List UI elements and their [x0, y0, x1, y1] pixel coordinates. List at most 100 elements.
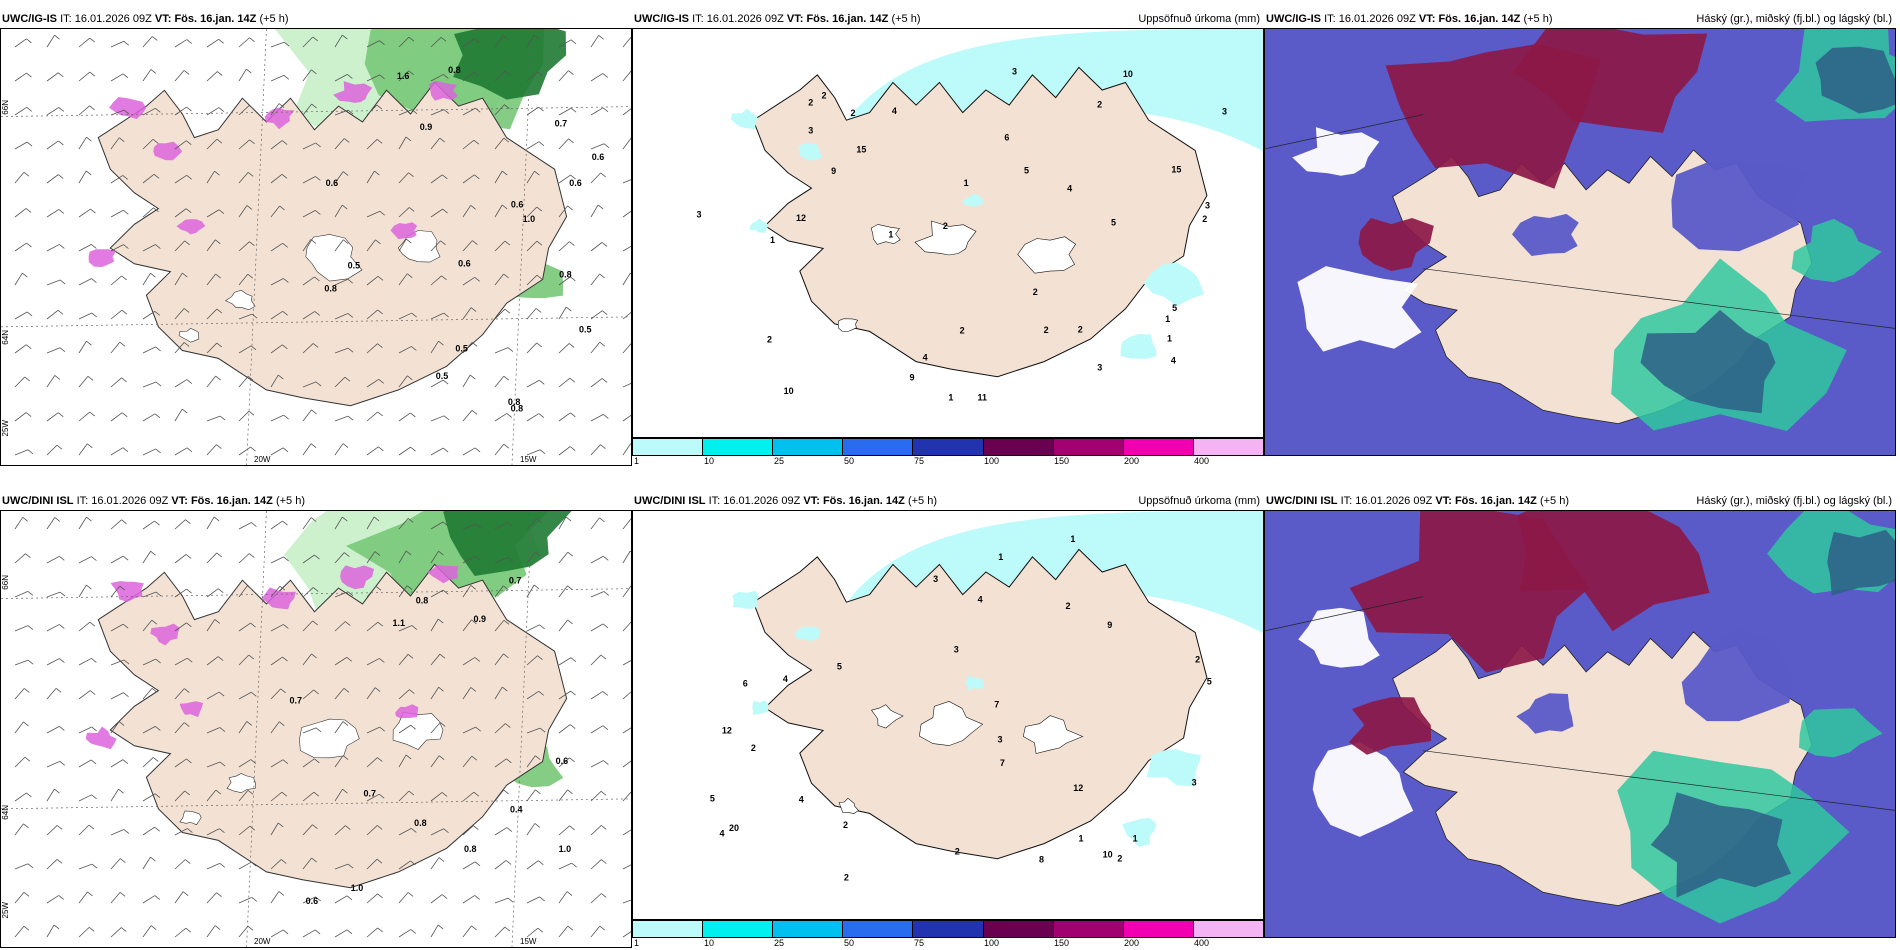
wind-map[interactable]: 0.5 0.8 0.7 0.6 0.9 0.8 0.6 0.5 0.6 0.5 0.8 0.6 1.0 0… — [0, 28, 632, 466]
wind-map[interactable]: 0.8 0.8 1.0 0.7 0.6 0.7 0.6 0.9 1.0 0.8 1.1 0.7 0.4 — [0, 510, 632, 948]
lead-time: (+5 h) — [275, 495, 305, 507]
panel-ig-precip: UWC/IG-IS IT: 16.01.2026 09Z VT: Fös. 16… — [632, 10, 1264, 466]
wind-barb — [270, 374, 284, 388]
wind-barb — [558, 585, 573, 598]
wind-barb — [110, 341, 126, 354]
precip-value-label: 11 — [978, 393, 988, 403]
precip-area — [964, 675, 985, 691]
snow-area — [428, 80, 458, 101]
precip-value-label: 3 — [933, 574, 938, 584]
wind-barb — [238, 241, 255, 252]
wind-barb — [174, 891, 189, 904]
wind-barb — [334, 171, 349, 184]
wind-barb — [526, 413, 545, 422]
wind-barb — [142, 520, 160, 530]
wind-barb — [110, 209, 129, 218]
wind-barb — [462, 71, 480, 82]
wind-barb — [558, 690, 576, 700]
wind-barb — [398, 892, 414, 904]
wind-barb — [206, 892, 222, 904]
wind-barb — [622, 137, 631, 150]
wind-barb — [142, 381, 162, 388]
lat-label-64n: 64N — [1, 805, 10, 820]
wind-barb — [590, 242, 608, 252]
snow-area — [85, 726, 117, 750]
colorbar-cell — [983, 439, 1054, 455]
precip-value-label: 3 — [1222, 106, 1227, 116]
wind-barb — [14, 171, 30, 184]
wind-barb — [622, 343, 631, 354]
precip-area — [795, 626, 821, 642]
wind-barb — [462, 825, 479, 836]
snow-area — [88, 249, 116, 267]
wind-barb — [206, 619, 221, 632]
grid-line — [1422, 750, 1895, 811]
wind-barb — [430, 208, 448, 218]
mid-cloud-area — [1348, 697, 1431, 755]
wind-barb — [174, 688, 190, 700]
wind-barb — [110, 244, 129, 252]
wind-barb — [206, 71, 223, 82]
valid-time: Fös. 16.jan. 14Z — [806, 13, 889, 25]
wind-barb — [558, 241, 575, 252]
init-time: 16.01.2026 09Z — [1355, 495, 1433, 507]
wind-barb — [270, 891, 285, 904]
wind-barb — [462, 342, 478, 354]
wind-barb — [206, 828, 225, 836]
snow-area — [333, 81, 373, 103]
wind-barb — [78, 658, 97, 666]
cloud-area — [1681, 628, 1793, 722]
wind-barb — [174, 208, 192, 218]
wind-barb — [206, 209, 225, 218]
precip-map[interactable]: 4 2 12 20 7 12 3 4 2 3 2 1 5 2 1 2 4 3 2 6 8 10 7 5 1 1 9 5 4 2 3 — [632, 510, 1264, 920]
colorbar-cell — [773, 439, 844, 455]
cloud-map[interactable] — [1264, 510, 1896, 938]
wind-barb — [462, 791, 480, 802]
wind-barb — [46, 760, 66, 768]
wind-barb — [270, 624, 289, 632]
wind-barb — [494, 308, 511, 320]
wind-barb — [270, 311, 288, 320]
wind-barb — [430, 447, 449, 456]
wind-barb — [462, 585, 476, 598]
wind-barb — [110, 73, 129, 82]
colorbar-tick: 200 — [1124, 938, 1140, 948]
precip-value-label: 2 — [843, 820, 848, 830]
wind-barb — [110, 109, 130, 116]
wind-barb — [302, 142, 321, 150]
wind-barb — [206, 342, 223, 354]
precip-area — [752, 700, 769, 716]
wind-barb — [78, 824, 95, 836]
wind-barb — [238, 585, 253, 598]
snow-area — [390, 222, 418, 240]
panel-title: UWC/DINI ISL IT: 16.01.2026 09Z VT: Fös.… — [1264, 492, 1896, 510]
precip-area — [1143, 262, 1204, 307]
precip-value-label: 1 — [1133, 834, 1138, 844]
cloud-map[interactable] — [1264, 28, 1896, 456]
colorbar-tick: 150 — [1054, 938, 1070, 948]
precip-value-label: 4 — [923, 353, 928, 363]
wind-barb — [334, 516, 348, 530]
parallel-line — [1, 588, 631, 599]
wind-barb — [206, 375, 221, 388]
lon-label-15w: 15W — [520, 937, 537, 946]
glacier — [305, 234, 363, 282]
wind-barb — [174, 342, 190, 354]
panel-title: UWC/DINI ISL IT: 16.01.2026 09Z VT: Fös.… — [632, 492, 1264, 510]
wind-barb — [334, 591, 354, 598]
wind-barb — [174, 140, 192, 150]
wind-barb — [46, 444, 63, 456]
precip-area — [453, 29, 567, 100]
panel-ig-cloud: UWC/IG-IS IT: 16.01.2026 09Z VT: Fös. 16… — [1264, 10, 1896, 465]
wind-barb — [46, 591, 66, 598]
wind-barb — [14, 72, 32, 82]
wind-barb — [302, 239, 317, 252]
wind-barb — [142, 550, 156, 564]
wind-barb — [174, 828, 193, 836]
precip-map[interactable]: 2 12 15 4 4 3 15 10 11 5 9 10 4 3 2 1 1 3 2 2 1 1 2 2 4 9 5 2 2 1 3 2 2 5… — [632, 28, 1264, 438]
precip-value-label: 1 — [1070, 534, 1075, 544]
wind-barb — [334, 552, 350, 564]
wind-barb — [622, 585, 631, 598]
valid-time: Fös. 16.jan. 14Z — [822, 495, 905, 507]
wind-barb — [110, 137, 125, 150]
